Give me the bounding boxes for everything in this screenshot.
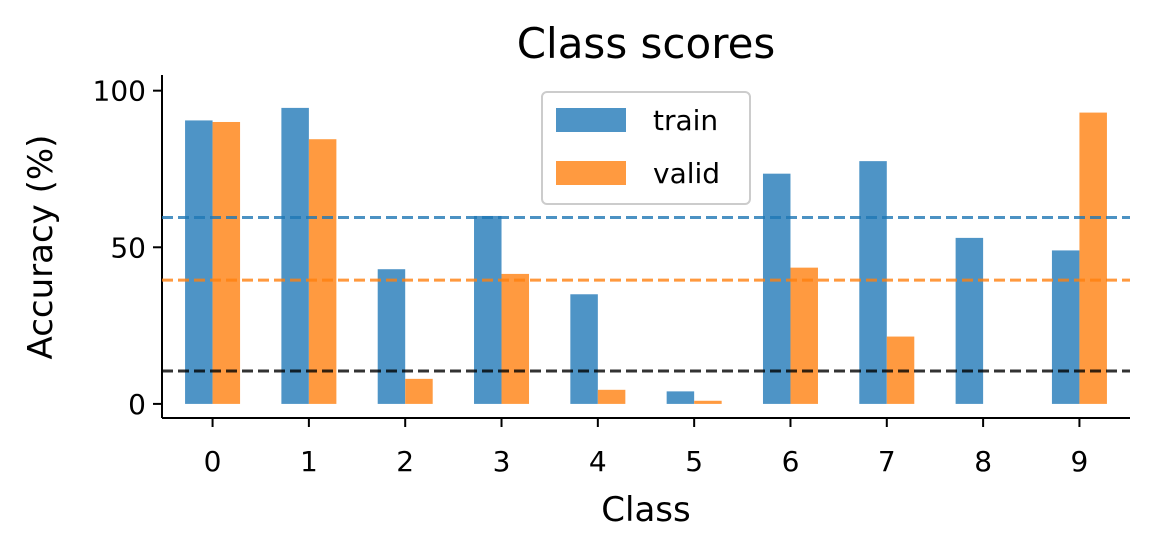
bar-train-5 xyxy=(666,391,695,404)
y-tick-label: 100 xyxy=(93,75,146,108)
legend: train valid xyxy=(541,91,751,205)
bar-valid-6 xyxy=(790,267,818,404)
x-tick-label: 8 xyxy=(974,445,992,478)
x-tick-label: 6 xyxy=(782,445,800,478)
bar-valid-4 xyxy=(597,389,626,404)
bar-train-6 xyxy=(762,173,791,404)
y-tick-label: 50 xyxy=(110,231,146,264)
bar-valid-5 xyxy=(694,400,722,404)
x-tick-label: 2 xyxy=(396,445,414,478)
bar-train-0 xyxy=(185,120,213,404)
bar-train-9 xyxy=(1051,250,1080,404)
bar-train-4 xyxy=(570,294,598,404)
chart-title: Class scores xyxy=(517,19,776,68)
x-tick-label: 7 xyxy=(878,445,896,478)
bar-train-8 xyxy=(955,237,984,404)
bar-valid-1 xyxy=(308,139,337,404)
reference-lines xyxy=(162,216,1130,373)
x-tick-label: 5 xyxy=(685,445,703,478)
y-axis-title: Accuracy (%) xyxy=(21,135,61,360)
bar-series xyxy=(185,107,1107,404)
bar-train-1 xyxy=(281,107,309,404)
x-tick-label: 1 xyxy=(300,445,318,478)
bar-valid-9 xyxy=(1079,112,1107,404)
y-tick-label: 0 xyxy=(128,388,146,421)
legend-swatch-valid xyxy=(556,161,626,185)
bar-valid-3 xyxy=(501,273,530,404)
bar-train-7 xyxy=(859,161,887,404)
x-tick-label: 3 xyxy=(493,445,511,478)
bar-valid-2 xyxy=(405,378,433,404)
axes: 0 1 2 3 4 5 6 7 8 9 0 50 100 xyxy=(93,75,1130,478)
legend-label-train: train xyxy=(653,104,718,137)
x-axis-title: Class xyxy=(601,490,690,530)
x-tick-label: 0 xyxy=(204,445,222,478)
x-tick-label: 9 xyxy=(1071,445,1089,478)
legend-label-valid: valid xyxy=(653,157,720,190)
bar-valid-0 xyxy=(212,121,241,404)
bar-train-3 xyxy=(474,215,502,404)
legend-swatch-train xyxy=(556,108,626,132)
bar-train-2 xyxy=(377,269,406,404)
x-tick-label: 4 xyxy=(589,445,607,478)
